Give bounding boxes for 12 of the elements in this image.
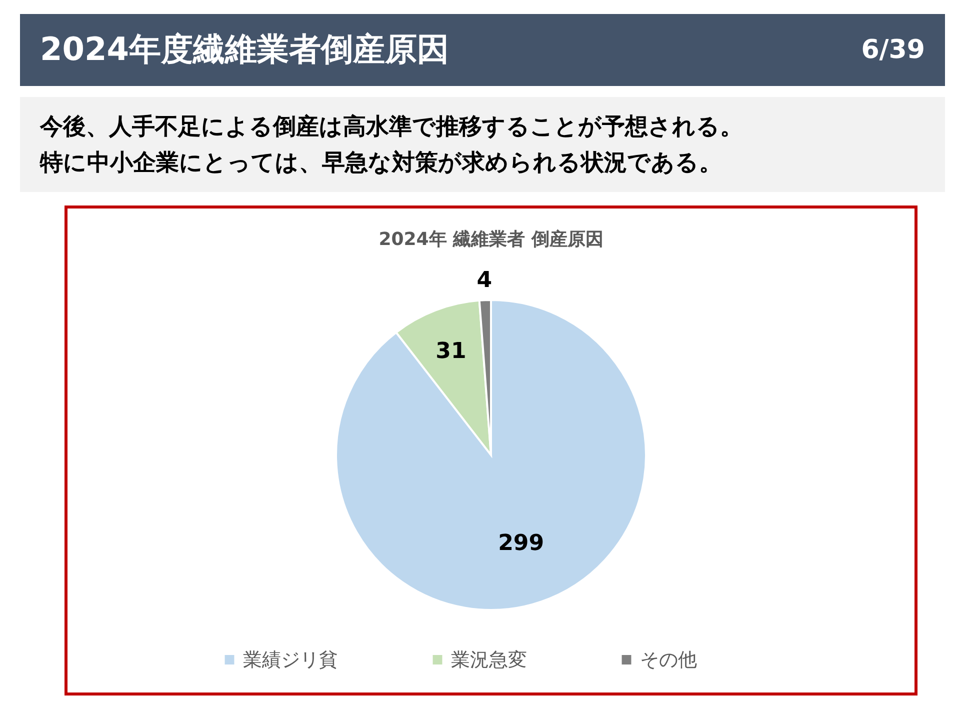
- text: 6/39: [861, 35, 925, 65]
- text: 2024年度繊維業者倒産原因: [40, 30, 450, 68]
- legend-label: 業績ジリ貧: [243, 648, 338, 671]
- legend-label: 業況急変: [451, 648, 527, 671]
- data-label: 31: [436, 338, 466, 364]
- legend-label: その他: [640, 648, 697, 671]
- pie-slice: [335, 299, 647, 611]
- data-label: 4: [476, 268, 492, 293]
- data-label: 299: [498, 531, 544, 556]
- text: 特に中小企業にとっては、早急な対策が求められる状況である。: [39, 149, 722, 176]
- chart-title: 2024年 繊維業者 倒産原因: [378, 229, 604, 250]
- text: 今後、人手不足による倒産は高水準で推移することが予想される。: [39, 113, 743, 140]
